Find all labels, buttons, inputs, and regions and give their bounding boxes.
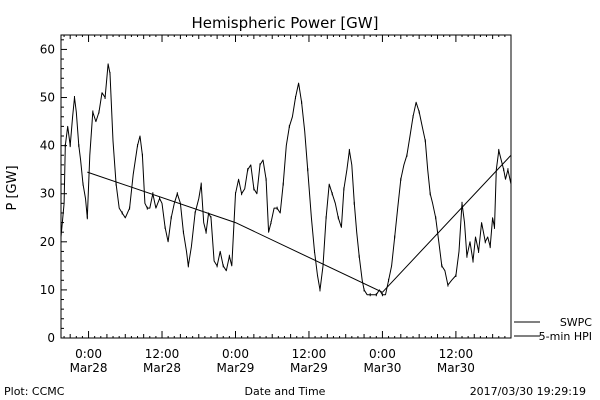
x-tick-date: Mar30 <box>437 361 475 375</box>
legend-label: SWPC <box>560 316 592 329</box>
y-tick-label: 20 <box>40 235 55 249</box>
y-tick-label: 0 <box>47 331 55 345</box>
x-tick-date: Mar28 <box>70 361 108 375</box>
chart-title: Hemispheric Power [GW] <box>192 14 379 32</box>
y-axis-ticks: 0 10 20 30 40 50 60 <box>40 39 67 345</box>
plot-frame <box>60 34 512 339</box>
series-line-hpi <box>87 154 512 293</box>
y-tick-label: 10 <box>40 283 55 297</box>
x-tick-date: Mar29 <box>217 361 255 375</box>
x-axis-ticks: 0:00Mar2812:00Mar280:00Mar2912:00Mar290:… <box>63 35 512 375</box>
y-tick-label: 40 <box>40 139 55 153</box>
y-tick-label: 30 <box>40 187 55 201</box>
footer-credit: Plot: CCMC <box>4 385 65 398</box>
x-axis-label: Date and Time <box>245 385 326 398</box>
x-tick-time: 0:00 <box>75 347 102 361</box>
x-tick-date: Mar28 <box>143 361 181 375</box>
x-tick-time: 0:00 <box>222 347 249 361</box>
legend-label: 5-min HPI <box>539 330 592 343</box>
footer-timestamp: 2017/03/30 19:29:19 <box>470 385 586 398</box>
x-tick-time: 0:00 <box>369 347 396 361</box>
y-tick-label: 60 <box>40 42 55 56</box>
series-line-swpc <box>60 63 512 296</box>
x-tick-date: Mar30 <box>363 361 401 375</box>
y-axis-label: P [GW] <box>5 165 20 210</box>
x-tick-time: 12:00 <box>145 347 180 361</box>
x-tick-date: Mar29 <box>290 361 328 375</box>
x-tick-time: 12:00 <box>292 347 327 361</box>
series-group <box>60 63 512 297</box>
x-tick-time: 12:00 <box>439 347 474 361</box>
y-tick-label: 50 <box>40 91 55 105</box>
